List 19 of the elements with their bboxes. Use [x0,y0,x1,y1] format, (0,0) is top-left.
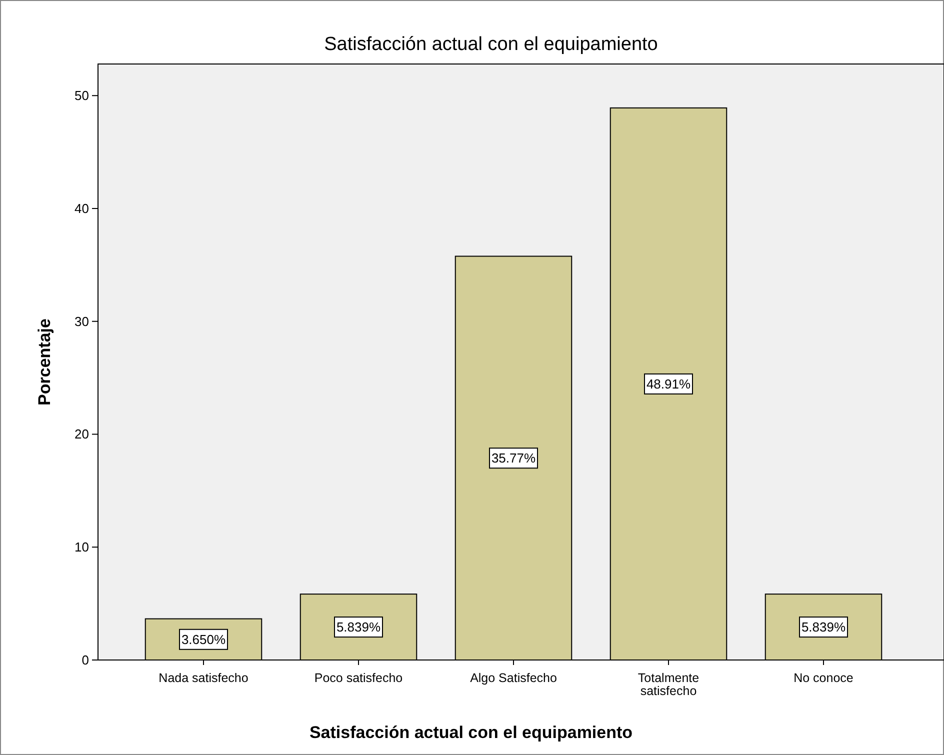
x-axis-title: Satisfacción actual con el equipamiento [309,723,633,742]
data-label: 5.839% [336,620,381,635]
y-tick-label: 10 [74,540,89,555]
x-tick-label: No conoce [794,671,854,685]
data-label: 3.650% [181,632,226,647]
y-tick-label: 40 [74,200,89,216]
data-label: 48.91% [646,376,691,392]
x-tick-label: Nada satisfecho [158,671,248,685]
x-tick-label: Poco satisfecho [314,671,403,685]
data-label: 5.839% [801,620,846,635]
y-axis-title: Porcentaje [35,318,54,406]
y-tick-label: 30 [74,314,89,329]
y-tick-label: 20 [74,426,89,442]
x-tick-label: Totalmente satisfecho [638,671,700,698]
chart-title: Satisfacción actual con el equipamiento [324,34,658,55]
x-tick-label: Algo Satisfecho [470,671,557,685]
data-label: 35.77% [491,450,536,466]
y-tick-label: 50 [74,88,89,104]
y-tick-label: 0 [82,652,89,668]
